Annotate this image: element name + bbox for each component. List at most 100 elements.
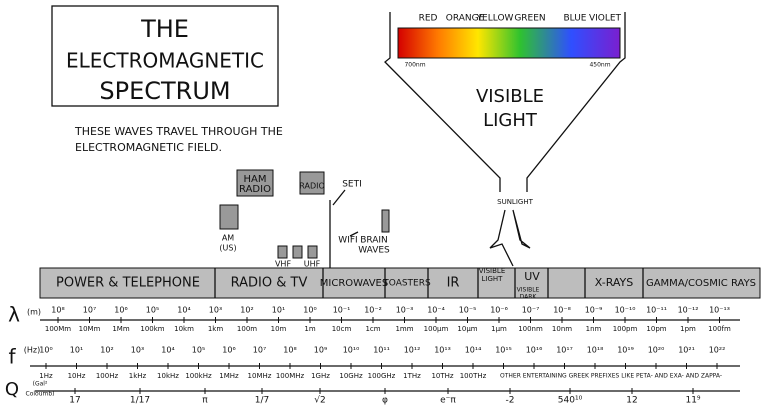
band-label: TOASTERS	[382, 279, 431, 289]
q-value: 17	[69, 396, 80, 406]
title-line: ELECTROMAGNETIC	[66, 49, 264, 73]
sunlight-beam	[489, 209, 531, 267]
tick-power: 10⁷	[83, 306, 96, 315]
tick-label: 10pm	[646, 325, 666, 333]
antenna	[329, 189, 359, 268]
color-name: RED	[419, 14, 438, 24]
source-label: SETI	[342, 180, 362, 190]
subtitle-line: THESE WAVES TRAVEL THROUGH THE	[74, 125, 283, 138]
tick-label: 1mm	[395, 325, 413, 333]
frequency-note: OTHER ENTERTAINING GREEK PREFIXES LIKE P…	[500, 373, 722, 380]
tick-power: 10⁻⁶	[490, 306, 508, 315]
tick-power: 10¹⁵	[495, 346, 512, 355]
q-value: 11⁹	[685, 396, 700, 406]
spectrum-band	[39, 267, 761, 299]
tick-power: 10²⁰	[648, 346, 665, 355]
tick-label: 1Mm	[112, 325, 129, 333]
tick-label: 100Mm	[45, 325, 71, 333]
funnel	[384, 12, 626, 192]
tick-label: 100THz	[460, 372, 487, 380]
wavelength-end: 450nm	[589, 62, 610, 69]
tick-label: 10MHz	[248, 372, 272, 380]
q-value: 1/7	[255, 396, 269, 406]
tick-power: 10¹	[272, 306, 285, 315]
tick-label: 100Hz	[96, 372, 119, 380]
tick-label: 100m	[237, 325, 257, 333]
tick-power: 10⁻¹⁰	[615, 306, 636, 315]
band-label: RADIO & TV	[231, 276, 308, 291]
tick-label: 100pm	[613, 325, 638, 333]
tick-power: 10⁻¹	[333, 306, 351, 315]
tick-power: 10³	[209, 306, 222, 315]
tick-label: 100μm	[424, 325, 449, 333]
band-label: UV	[524, 270, 540, 283]
band-label: DARK	[520, 294, 538, 301]
tick-power: 10⁸	[51, 306, 64, 315]
source-label: (US)	[219, 244, 236, 253]
title-line: SPECTRUM	[99, 77, 230, 105]
sunlight-label: SUNLIGHT	[497, 198, 533, 206]
axis-symbol: Q	[5, 379, 19, 400]
tick-label: 1nm	[586, 325, 602, 333]
tick-power: 10⁶	[114, 306, 127, 315]
tick-label: 10cm	[332, 325, 352, 333]
tick-power: 10²	[100, 346, 113, 355]
color-name: BLUE	[563, 14, 586, 24]
band-label: IR	[447, 276, 460, 291]
tick-label: 100MHz	[276, 372, 305, 380]
tick-power: 10⁹	[314, 346, 327, 355]
tick-power: 10⁻¹¹	[646, 306, 667, 315]
source-label: AM	[222, 234, 234, 243]
tick-label: 10Hz	[68, 372, 86, 380]
tick-power: 10⁰	[39, 346, 52, 355]
color-name: ORANGE	[446, 14, 485, 24]
axis-symbol: λ	[8, 303, 20, 327]
tick-power: 10⁻²	[364, 306, 382, 315]
q-value: 540¹⁰	[558, 396, 583, 406]
q-value: e⁻π	[440, 396, 456, 406]
wavelength-start: 700nm	[404, 62, 425, 69]
tick-power: 10⁻³	[396, 306, 414, 315]
tick-power: 10²²	[709, 346, 726, 355]
source-label: RADIO	[239, 184, 271, 195]
axis-unit: (Hz)	[24, 346, 40, 355]
band-label: GAMMA/COSMIC RAYS	[646, 278, 756, 289]
tick-power: 10⁰	[303, 306, 316, 315]
rainbow	[397, 27, 621, 59]
tick-label: 1Hz	[39, 372, 53, 380]
q-value: -2	[506, 396, 515, 406]
tick-power: 10⁻⁵	[459, 306, 477, 315]
tick-power: 10⁵	[146, 306, 159, 315]
tick-label: 1kHz	[129, 372, 147, 380]
band-label: LIGHT	[482, 275, 504, 283]
tick-label: 10THz	[431, 372, 453, 380]
tick-power: 10⁻⁷	[522, 306, 540, 315]
q-value: √2	[314, 395, 325, 406]
tick-power: 10¹¹	[373, 346, 390, 355]
axis-unit: (m)	[27, 308, 41, 317]
color-name: YELLOW	[476, 14, 514, 24]
source-label: UHF	[304, 260, 321, 269]
tick-label: 1THz	[403, 372, 421, 380]
tick-power: 10²¹	[678, 346, 695, 355]
tick-power: 10³	[131, 346, 144, 355]
tick-label: 10nm	[552, 325, 572, 333]
tick-label: 100fm	[708, 325, 731, 333]
tick-power: 10¹⁶	[526, 346, 543, 355]
tick-label: 10km	[174, 325, 194, 333]
tick-label: 1km	[208, 325, 224, 333]
tick-label: 1MHz	[219, 372, 239, 380]
q-value: φ	[382, 396, 388, 406]
tick-power: 10⁵	[192, 346, 205, 355]
tick-power: 10⁻¹³	[709, 306, 730, 315]
axis-symbol: f	[8, 345, 16, 369]
tick-power: 10¹⁸	[587, 346, 604, 355]
q-value: 1/17	[130, 396, 150, 406]
q-value: 12	[626, 396, 637, 406]
source-label: VHF	[275, 260, 291, 269]
source-icons	[219, 169, 390, 259]
tick-label: 100GHz	[368, 372, 396, 380]
tick-power: 10¹⁰	[343, 346, 360, 355]
tick-power: 10⁶	[222, 346, 235, 355]
